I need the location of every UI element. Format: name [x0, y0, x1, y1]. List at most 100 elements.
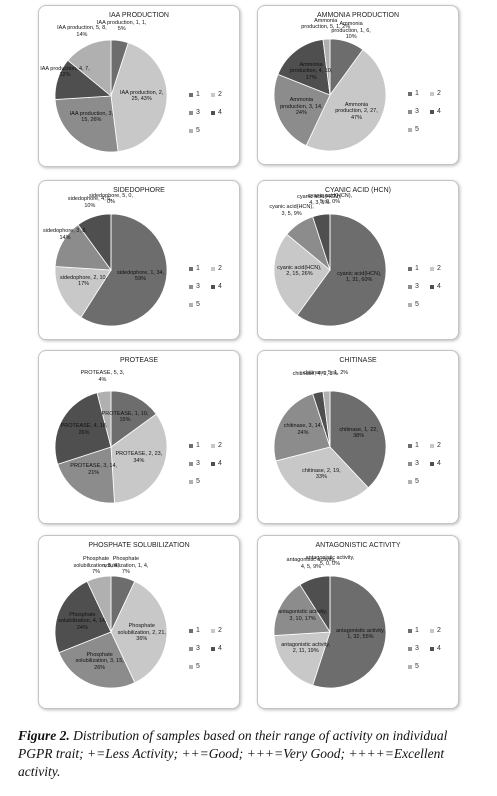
chart-panel: SIDEDOPHORE sidedophore, 1, 34, 59% sidedo… [38, 180, 240, 340]
pie-slice [296, 213, 387, 327]
pie-slice [54, 392, 112, 465]
legend-label: 3 [415, 645, 419, 652]
slice-label: Phosphate solubilization, 2, 21, 36% [117, 623, 166, 642]
legend-label: 2 [218, 265, 222, 272]
pie-slice [54, 266, 112, 318]
legend-swatch [430, 647, 434, 651]
legend-swatch [408, 267, 412, 271]
legend-label: 1 [196, 91, 200, 98]
legend-swatch [408, 444, 412, 448]
legend-label: 4 [218, 645, 222, 652]
slice-label: antagonistic activity, 4, 5, 9% [286, 557, 336, 570]
legend-swatch [408, 303, 412, 307]
chart-panel: AMMONIA PRODUCTION Ammonia production, 1,… [257, 5, 459, 165]
chart-panel: PHOSPHATE SOLUBILIZATION Phosphate solubi… [38, 535, 240, 709]
pie-canvas [273, 38, 387, 152]
legend-label: 5 [415, 663, 419, 670]
slice-label: sidedophore, 4, 6, 10% [67, 196, 112, 209]
legend-label: 1 [196, 442, 200, 449]
slice-label: IAA production, 2, 25, 43% [119, 89, 164, 103]
pie-slice [110, 390, 157, 448]
pie-slice [322, 390, 331, 448]
pie-slice [273, 393, 331, 462]
chart-panel: ANTAGONISTIC ACTIVITY antagonistic activi… [257, 535, 459, 709]
pie-slice [110, 413, 168, 504]
legend-swatch [408, 110, 412, 114]
pie-slice [273, 73, 331, 147]
slice-label: chitinase, 1, 22, 38% [339, 426, 378, 440]
legend-label: 2 [218, 442, 222, 449]
slice-label: IAA production, 1, 1, 5% [96, 19, 147, 33]
legend-label: 2 [218, 627, 222, 634]
slice-label: antagonistic activity, 5, 0, 0% [305, 554, 355, 568]
pie-canvas [54, 39, 168, 153]
legend-swatch [408, 462, 412, 466]
legend-swatch [408, 128, 412, 132]
legend-swatch [430, 629, 434, 633]
legend-label: 2 [437, 265, 441, 272]
slice-label: chitinase, 4, 2, 3% [292, 371, 338, 378]
legend-label: 2 [218, 91, 222, 98]
legend-swatch [189, 129, 193, 133]
slice-label: cyanic acid(HCN), 3, 5, 9% [269, 204, 314, 217]
legend-label: 3 [415, 108, 419, 115]
slice-label: Phosphate solubilization, 3, 15, 26% [75, 651, 124, 671]
chart-panel: PROTEASE PROTEASE, 1, 10, 15% PROTEASE, 2,… [38, 350, 240, 524]
legend-swatch [211, 647, 215, 651]
caption: Figure 2. Distribution of samples based … [18, 727, 483, 781]
legend-swatch [189, 480, 193, 484]
slice-label: antagonistic activity, 1, 32, 55% [336, 627, 385, 641]
legend-swatch [189, 444, 193, 448]
legend-swatch [189, 285, 193, 289]
slice-label: chitinase, 3, 14, 24% [283, 423, 323, 436]
legend-swatch [408, 629, 412, 633]
legend-label: 5 [415, 126, 419, 133]
legend-label: 1 [415, 265, 419, 272]
pie-slice [80, 213, 168, 327]
legend-swatch [211, 629, 215, 633]
slice-label: sidedophore, 1, 34, 59% [117, 269, 165, 283]
legend-swatch [189, 629, 193, 633]
legend-swatch [430, 267, 434, 271]
legend-label: 1 [196, 627, 200, 634]
legend-label: 3 [196, 645, 200, 652]
pie-slice [273, 631, 331, 686]
legend-swatch [408, 480, 412, 484]
slice-label: Ammonia production, 5, 1, 2% [301, 17, 351, 31]
pie-slice [54, 95, 119, 153]
pie-canvas [273, 213, 387, 327]
legend-swatch [189, 111, 193, 115]
slice-label: Ammonia production, 2, 27, 47% [335, 101, 378, 121]
legend-label: 5 [196, 663, 200, 670]
pie-slice [110, 580, 168, 684]
chart-panel: CHITINASE chitinase, 1, 22, 38% chitinase,… [257, 350, 459, 524]
legend-swatch [189, 303, 193, 307]
legend-label: 4 [218, 460, 222, 467]
legend-label: 2 [437, 627, 441, 634]
legend-swatch [211, 444, 215, 448]
slice-label: PROTEASE, 4, 18, 26% [60, 423, 108, 436]
slice-label: IAA production, 3, 15, 26% [69, 110, 114, 124]
chart-title: IAA PRODUCTION [109, 12, 169, 19]
slice-label: Phosphate solubilization, 5, 4, 7% [73, 556, 119, 576]
slice-label: cyanic acid(HCN), 4, 3, 5% [297, 193, 342, 207]
legend-swatch [430, 462, 434, 466]
legend-label: 4 [218, 109, 222, 116]
slice-label: PROTEASE, 3, 14, 21% [70, 463, 118, 476]
slice-label: PROTEASE, 5, 3, 4% [80, 370, 125, 383]
legend-label: 1 [196, 265, 200, 272]
slice-label: cyanic acid(HCN), 5, 0, 0% [307, 192, 353, 206]
legend-swatch [408, 665, 412, 669]
legend-swatch [430, 92, 434, 96]
pie-slice [67, 39, 112, 97]
slice-label: Ammonia production, 3, 14, 24% [280, 97, 323, 117]
chart-title: SIDEDOPHORE [113, 187, 165, 194]
legend-label: 5 [415, 301, 419, 308]
chart-title: PROTEASE [119, 357, 159, 364]
legend-swatch [189, 665, 193, 669]
pie-slice [312, 575, 387, 689]
legend-swatch [189, 647, 193, 651]
pie-canvas [54, 390, 168, 504]
slice-label: IAA production, 4, 7, 12% [40, 65, 90, 79]
